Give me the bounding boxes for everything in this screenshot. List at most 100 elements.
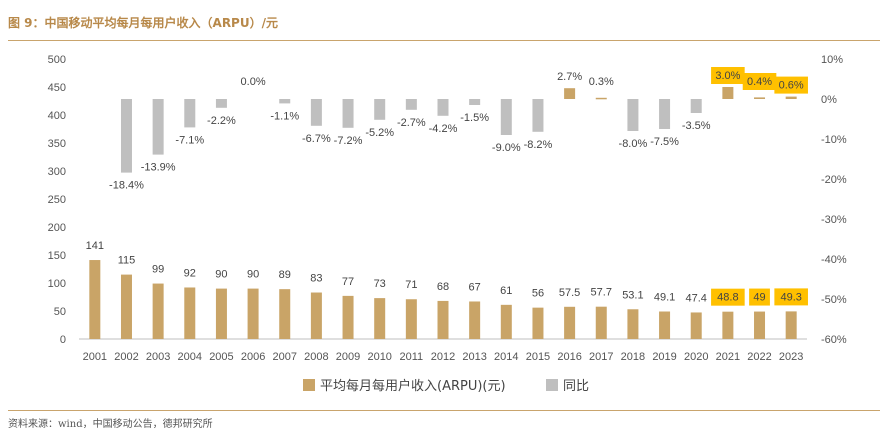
yoy-data-label: -4.2% (429, 123, 458, 135)
yoy-data-label: 0.6% (779, 80, 804, 92)
yoy-data-label: -7.2% (334, 135, 363, 147)
left-tick-label: 350 (48, 138, 66, 150)
yoy-bar (215, 99, 227, 108)
yoy-series: -18.4% -13.9% -7.1%-2.2% 0.0% -1.1%-6.7% -7.2… (109, 67, 808, 192)
left-tick-label: 100 (48, 278, 66, 290)
yoy-bar (785, 96, 797, 99)
yoy-data-label: -3.5% (682, 120, 711, 132)
legend-swatch-arpu (303, 379, 315, 391)
right-tick-label: 0% (821, 94, 837, 106)
yoy-bar (500, 99, 512, 135)
x-tick-label: 2015 (526, 351, 550, 363)
yoy-bar (279, 99, 291, 104)
left-tick-label: 50 (54, 306, 66, 318)
yoy-bar (722, 87, 734, 99)
arpu-data-label: 49.1 (654, 292, 675, 304)
yoy-data-label: -1.1% (270, 110, 299, 122)
yoy-bar (437, 99, 449, 116)
yoy-bar (564, 88, 576, 99)
yoy-bar (690, 99, 702, 113)
left-tick-label: 500 (48, 54, 66, 66)
yoy-data-label: 0.3% (589, 76, 614, 88)
x-tick-label: 2016 (557, 351, 581, 363)
arpu-bar (215, 288, 227, 339)
yoy-bar (120, 99, 132, 173)
x-tick-label: 2019 (652, 351, 676, 363)
yoy-data-label: -5.2% (365, 127, 394, 139)
arpu-label-highlight (774, 288, 808, 306)
yoy-bar (374, 99, 386, 120)
figure-title: 图 9：中国移动平均每月每用户收入（ARPU）/元 (8, 16, 278, 30)
yoy-data-label: -13.9% (141, 162, 176, 174)
x-tick-label: 2005 (209, 351, 233, 363)
x-tick-label: 2001 (83, 351, 107, 363)
right-tick-label: -60% (821, 334, 847, 346)
arpu-series: 141 115 99 92 90 90 89 83 77 73 71 68 67 61 56 57.5 57.7… (86, 240, 808, 339)
yoy-bar (754, 97, 766, 99)
yoy-bar (595, 97, 607, 100)
yoy-data-label: -18.4% (109, 180, 144, 192)
bottom-rule (8, 410, 880, 411)
yoy-data-label: -1.5% (460, 112, 489, 124)
x-tick-label: 2010 (367, 351, 391, 363)
yoy-bar (469, 99, 481, 105)
yoy-data-label: 0.0% (241, 76, 266, 88)
yoy-data-label: -7.1% (175, 134, 204, 146)
source-note: 资料来源：wind，中国移动公告，德邦研究所 (8, 419, 213, 430)
arpu-data-label: 83 (310, 273, 322, 285)
x-tick-label: 2023 (779, 351, 803, 363)
x-tick-label: 2003 (146, 351, 170, 363)
arpu-bar (89, 260, 101, 339)
x-tick-label: 2021 (716, 351, 740, 363)
x-tick-label: 2011 (400, 351, 424, 363)
left-tick-label: 400 (48, 110, 66, 122)
arpu-label-highlight (711, 288, 745, 306)
x-tick-label: 2014 (494, 351, 518, 363)
yoy-label-highlight (774, 76, 808, 94)
top-rule (8, 40, 880, 41)
arpu-bar (310, 292, 322, 339)
x-tick-label: 2009 (336, 351, 360, 363)
arpu-bar (374, 298, 386, 339)
arpu-bar (152, 283, 164, 339)
arpu-data-label: 47.4 (686, 292, 707, 304)
arpu-bar (564, 306, 576, 339)
yoy-data-label: 2.7% (557, 71, 582, 83)
arpu-data-label: 89 (279, 269, 291, 281)
right-tick-label: -40% (821, 254, 847, 266)
right-tick-label: -20% (821, 174, 847, 186)
x-tick-label: 2022 (747, 351, 771, 363)
right-tick-label: -10% (821, 134, 847, 146)
yoy-data-label: -7.5% (650, 136, 679, 148)
x-axis: 2001 2002 2003 2004 2005 2006 2007 2008 2009 2010… (83, 351, 804, 363)
arpu-data-label: 90 (247, 269, 259, 281)
yoy-data-label: -2.7% (397, 117, 426, 129)
arpu-data-label: 48.8 (717, 292, 738, 304)
yoy-data-label: 3.0% (715, 70, 740, 82)
yoy-bar (184, 99, 196, 128)
legend-label-arpu: 平均每月每用户收入(ARPU)(元) (320, 378, 506, 394)
arpu-data-label: 77 (342, 276, 354, 288)
arpu-bar (405, 299, 417, 339)
yoy-bar (532, 99, 544, 132)
arpu-bar (595, 306, 607, 339)
arpu-bar (279, 289, 291, 339)
arpu-data-label: 71 (405, 279, 417, 291)
yoy-data-label: -8.0% (619, 138, 648, 150)
yoy-bar (152, 99, 164, 155)
arpu-data-label: 53.1 (622, 289, 643, 301)
legend: 平均每月每用户收入(ARPU)(元) 同比 (303, 378, 589, 394)
left-tick-label: 0 (60, 334, 66, 346)
yoy-data-label: 0.4% (747, 76, 772, 88)
yoy-label-highlight (742, 73, 777, 90)
yoy-data-label: -9.0% (492, 142, 521, 154)
legend-label-yoy: 同比 (563, 379, 589, 394)
arpu-bar (184, 287, 196, 339)
arpu-data-label: 92 (184, 267, 196, 279)
arpu-data-label: 57.7 (591, 287, 612, 299)
arpu-data-label: 73 (374, 278, 386, 290)
left-tick-label: 250 (48, 194, 66, 206)
x-tick-label: 2018 (621, 351, 645, 363)
right-tick-label: -50% (821, 294, 847, 306)
